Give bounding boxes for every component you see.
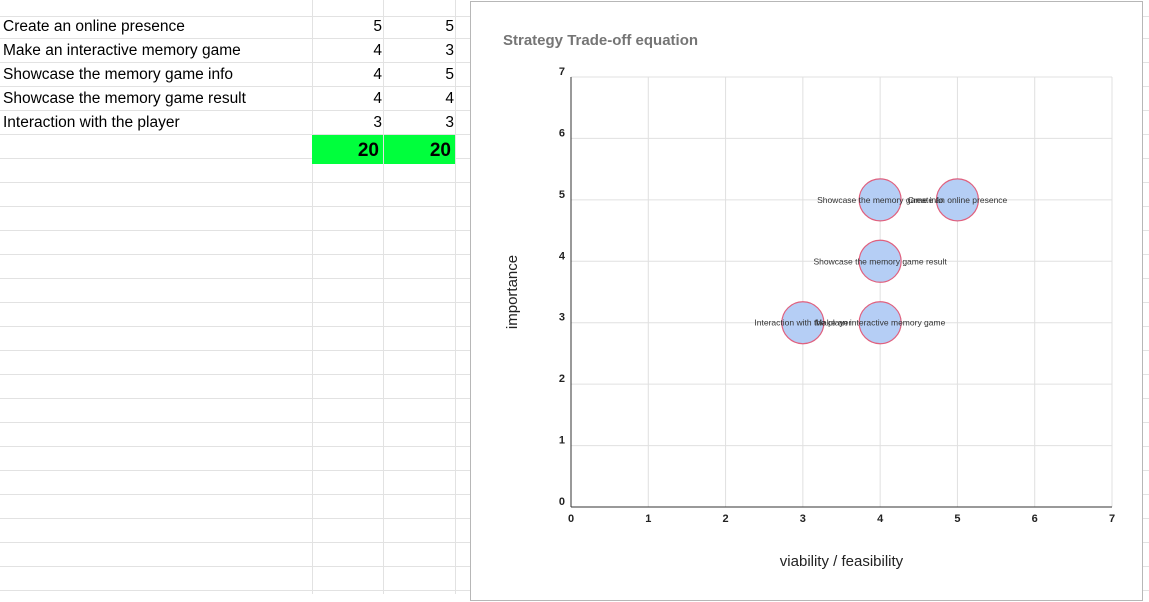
x-tick-label: 5 — [954, 513, 960, 525]
data-point-bubble — [858, 239, 902, 283]
table-row[interactable]: Create an online presence 5 5 — [0, 16, 470, 39]
data-point-label: Showcase the memory game result — [814, 256, 948, 266]
data-point-bubble — [781, 301, 825, 345]
scatter-chart[interactable]: Strategy Trade-off equation 0 1 2 3 4 5 6 7 0 1 2 3… — [470, 1, 1143, 601]
viability-cell[interactable]: 4 — [373, 90, 382, 107]
importance-cell[interactable]: 5 — [445, 18, 454, 35]
table-row[interactable]: Make an interactive memory game 4 3 — [0, 40, 470, 63]
column-divider — [383, 0, 384, 594]
viability-total-cell[interactable]: 20 — [312, 135, 383, 164]
importance-cell[interactable]: 3 — [445, 114, 454, 131]
column-divider — [312, 0, 313, 594]
y-axis-label: importance — [504, 255, 521, 329]
row-label[interactable]: Interaction with the player — [3, 114, 180, 131]
importance-cell[interactable]: 3 — [445, 42, 454, 59]
chart-plot: 0 1 2 3 4 5 6 7 0 1 2 3 4 5 6 7 viability / feasibility i… — [504, 66, 1115, 570]
viability-cell[interactable]: 4 — [373, 42, 382, 59]
data-point-bubble — [858, 178, 902, 222]
data-point-bubble — [858, 301, 902, 345]
table-row[interactable]: Showcase the memory game result 4 4 — [0, 88, 470, 111]
y-tick-label: 1 — [559, 435, 565, 447]
table-row[interactable]: Interaction with the player 3 3 — [0, 112, 470, 135]
viability-cell[interactable]: 5 — [373, 18, 382, 35]
row-label[interactable]: Create an online presence — [3, 18, 185, 35]
viability-cell[interactable]: 3 — [373, 114, 382, 131]
data-point-label: Showcase the memory game info — [817, 195, 943, 205]
importance-cell[interactable]: 4 — [445, 90, 454, 107]
row-label[interactable]: Showcase the memory game result — [3, 90, 246, 107]
chart-title: Strategy Trade-off equation — [503, 32, 699, 49]
data-point-label: Create an online presence — [908, 195, 1008, 205]
row-label[interactable]: Showcase the memory game info — [3, 66, 234, 83]
y-tick-label: 6 — [559, 127, 565, 139]
row-label[interactable]: Make an interactive memory game — [3, 42, 241, 59]
data-point-bubble — [935, 178, 980, 222]
x-tick-label: 0 — [568, 513, 574, 525]
y-tick-label: 5 — [559, 189, 565, 201]
y-tick-label: 3 — [559, 312, 565, 324]
importance-total-cell[interactable]: 20 — [384, 135, 455, 164]
x-tick-label: 3 — [800, 513, 806, 525]
column-divider — [455, 0, 456, 594]
data-point-label: Make an interactive memory game — [815, 318, 946, 328]
x-tick-label: 7 — [1109, 513, 1115, 525]
table-row[interactable]: Showcase the memory game info 4 5 — [0, 64, 470, 87]
y-tick-label: 7 — [559, 66, 565, 78]
x-tick-label: 4 — [877, 513, 884, 525]
x-tick-label: 2 — [723, 513, 729, 525]
y-tick-label: 4 — [559, 250, 566, 262]
data-point-label: Interaction with the player — [754, 318, 851, 328]
importance-cell[interactable]: 5 — [445, 66, 454, 83]
x-tick-label: 1 — [645, 513, 651, 525]
x-axis-label: viability / feasibility — [780, 553, 904, 570]
y-tick-label: 0 — [559, 496, 565, 508]
x-tick-label: 6 — [1032, 513, 1038, 525]
y-tick-label: 2 — [559, 373, 565, 385]
viability-cell[interactable]: 4 — [373, 66, 382, 83]
